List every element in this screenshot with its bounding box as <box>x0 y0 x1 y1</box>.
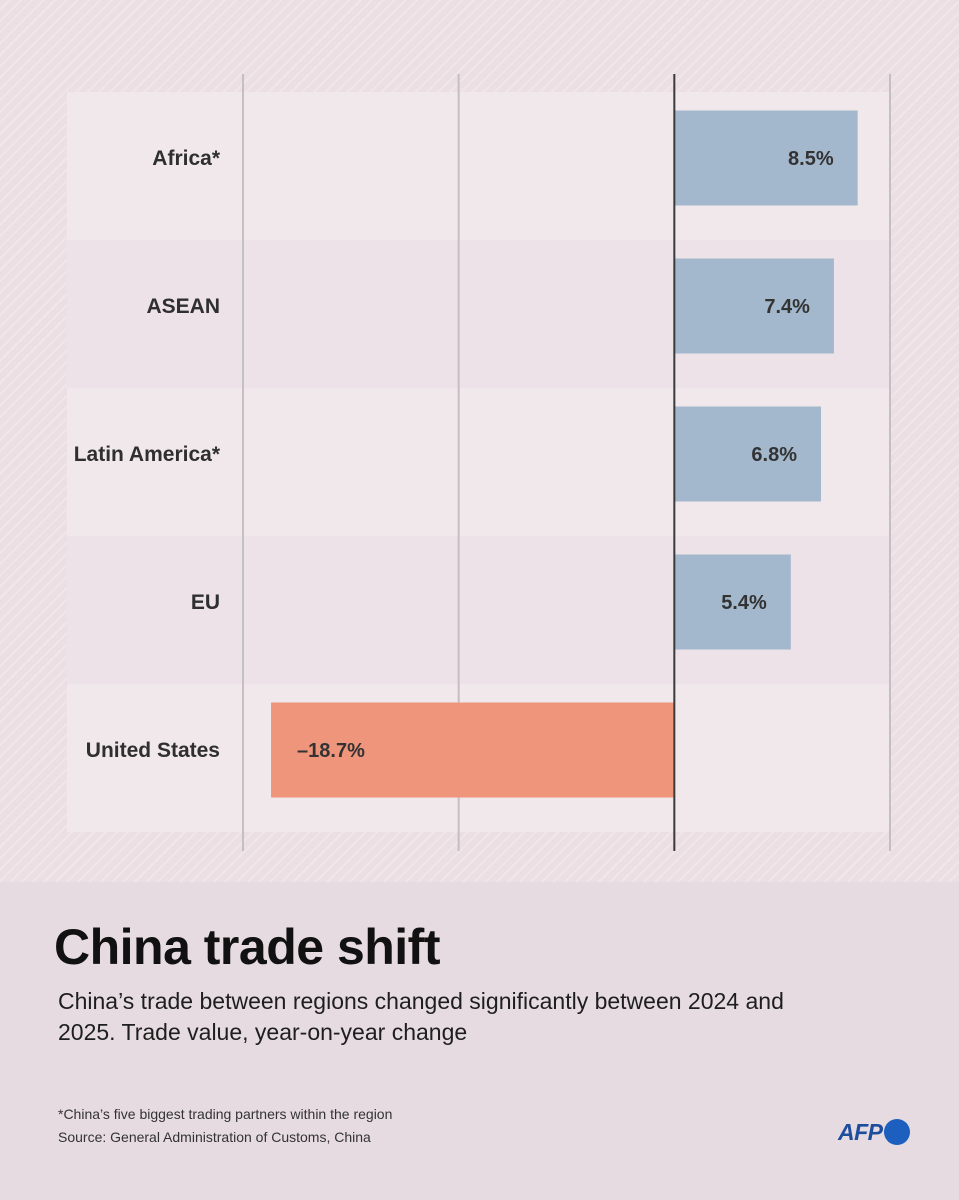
bar <box>674 110 858 206</box>
category-label: EU <box>191 591 220 614</box>
bar <box>271 702 675 798</box>
value-label: 7.4% <box>764 296 810 318</box>
value-label: 8.5% <box>788 148 834 170</box>
bar <box>674 554 791 650</box>
afp-logo: AFP <box>838 1117 910 1147</box>
source-note: Source: General Administration of Custom… <box>58 1129 371 1145</box>
bar-chart: Africa* 8.5% ASEAN 7.4% Latin America* 6.8% EU… <box>73 74 891 851</box>
category-label: Latin America* <box>74 443 221 466</box>
afp-dot-icon <box>883 1119 910 1145</box>
value-label: 6.8% <box>751 444 797 466</box>
value-label: 5.4% <box>721 592 767 614</box>
chart-subtitle: China’s trade between regions changed si… <box>58 988 784 1045</box>
category-label: United States <box>86 739 220 762</box>
category-label: Africa* <box>152 147 221 170</box>
footnote: *China’s five biggest trading partners w… <box>58 1106 393 1122</box>
value-label: –18.7% <box>297 740 365 762</box>
category-label: ASEAN <box>146 295 220 318</box>
afp-logo-text: AFP <box>838 1118 883 1145</box>
chart-area: Africa* 8.5% ASEAN 7.4% Latin America* 6.8% EU… <box>0 0 959 882</box>
bar <box>674 258 834 354</box>
chart-title: China trade shift <box>54 919 440 975</box>
bar <box>674 406 821 502</box>
